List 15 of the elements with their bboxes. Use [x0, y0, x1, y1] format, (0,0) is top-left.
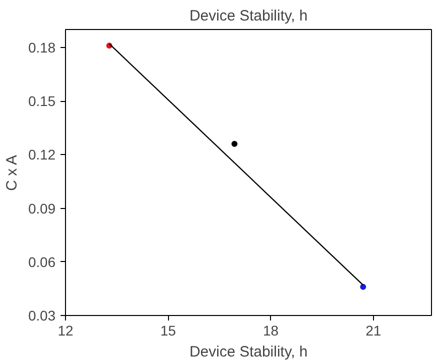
x-tick-label: 18: [262, 322, 279, 338]
y-tick-label: 0.06: [28, 254, 56, 270]
point: [231, 140, 238, 147]
y-tick-label: 0.09: [28, 200, 56, 216]
x-tick-label: 15: [160, 322, 176, 338]
x-axis-title: Device Stability, h: [189, 344, 308, 360]
y-tick-label: 0.12: [28, 146, 56, 163]
point: [360, 284, 366, 290]
y-tick-label: 0.15: [28, 93, 56, 109]
y-axis-title: C x A: [3, 154, 20, 191]
chart-title: Device Stability, h: [189, 8, 308, 24]
x-tick-label: 21: [366, 322, 382, 338]
y-tick-label: 0.03: [28, 308, 56, 324]
x-tick-label: 12: [58, 322, 74, 338]
y-tick-label: 0.18: [28, 39, 56, 56]
